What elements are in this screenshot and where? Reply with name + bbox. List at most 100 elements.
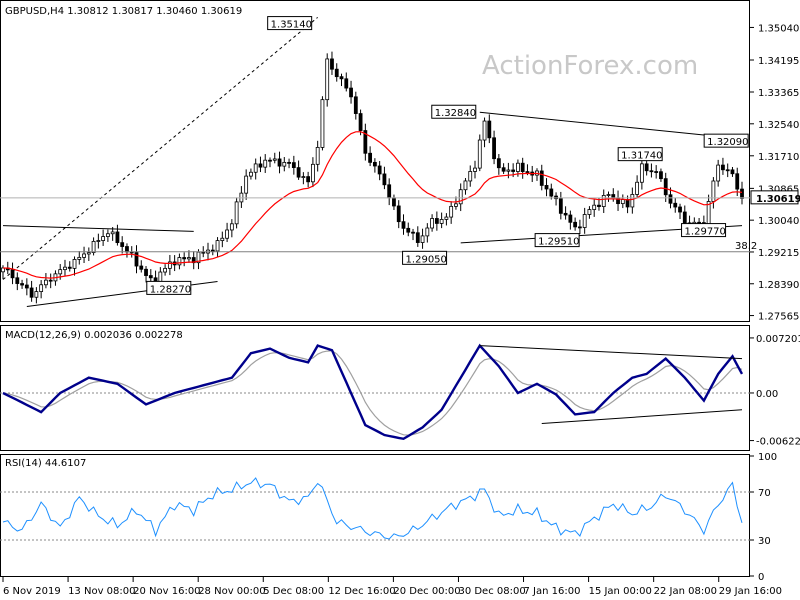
candle-body	[125, 246, 129, 253]
candle-body	[86, 252, 91, 255]
candle-body	[601, 195, 606, 207]
candle-body	[501, 167, 506, 172]
candle-body	[244, 175, 249, 194]
candle-body	[101, 236, 106, 241]
candle-body	[320, 99, 325, 148]
candle-body	[415, 232, 420, 243]
candle-body	[34, 291, 39, 298]
candle-body	[611, 194, 616, 199]
candle-body	[24, 284, 29, 289]
candle-body	[325, 58, 330, 101]
candle-body	[573, 221, 578, 228]
price-axis-label: 1.30040	[758, 216, 799, 227]
candle-body	[568, 214, 573, 223]
candle-body	[582, 214, 587, 228]
macd-line	[2, 343, 744, 441]
candle-body	[639, 163, 644, 183]
candle-body	[48, 279, 53, 282]
macd-trend-line	[541, 409, 743, 425]
candle-body	[439, 219, 444, 224]
candle-body	[282, 161, 287, 167]
candle-body	[158, 271, 163, 282]
x-axis-label: 30 Dec 08:00	[458, 586, 525, 597]
rsi-line	[2, 477, 743, 540]
x-axis-label: 5 Dec 08:00	[263, 586, 324, 597]
price-axis-label: 1.29215	[758, 248, 799, 259]
candle-body	[110, 231, 115, 235]
candle-body	[287, 161, 291, 164]
candle-body	[454, 203, 458, 207]
candle-body	[382, 173, 387, 186]
candle-body	[482, 120, 487, 141]
macd-signal-line	[2, 350, 743, 436]
candle-body	[487, 120, 492, 139]
candle-body	[215, 240, 220, 252]
candle-body	[263, 159, 268, 168]
fib-label: 38.2	[735, 241, 757, 252]
candle-body	[187, 257, 191, 260]
rsi-axis-label: 0	[758, 572, 764, 583]
candle-body	[39, 284, 44, 292]
candle-body	[496, 158, 501, 169]
candle-body	[721, 164, 725, 171]
candle-body	[516, 162, 520, 172]
x-axis-label: 20 Dec 00:00	[393, 586, 460, 597]
candle-body	[468, 171, 473, 182]
macd-axis-label: 0.00	[756, 389, 778, 400]
candle-body	[339, 76, 344, 80]
price-annotation-box	[431, 104, 477, 119]
candle-body	[401, 221, 406, 229]
candle-body	[134, 252, 139, 267]
price-annotation-box	[703, 133, 749, 148]
price-annotation-box	[402, 250, 448, 265]
candle-body	[91, 240, 96, 254]
candle-body	[544, 185, 549, 190]
candle-body	[148, 275, 153, 279]
candle-body	[434, 218, 439, 224]
ema-line	[2, 131, 743, 279]
candle-body	[620, 199, 625, 205]
candle-body	[740, 188, 744, 199]
candle-body	[396, 205, 401, 223]
rsi-series	[0, 477, 750, 541]
x-axis-label: 20 Nov 16:00	[133, 586, 200, 597]
candle-body	[229, 223, 234, 231]
candle-body	[606, 194, 611, 196]
price-axis-label: 1.27565	[758, 312, 799, 323]
price-axis-label: 1.28390	[758, 280, 799, 291]
candle-body	[587, 209, 592, 215]
candle-body	[444, 216, 449, 220]
x-axis-label: 6 Nov 2019	[3, 586, 61, 597]
candle-body	[673, 202, 678, 208]
price-axis-label: 1.34195	[758, 56, 799, 67]
candle-body	[511, 169, 516, 172]
price-annotation-box	[617, 147, 663, 162]
candle-body	[82, 253, 86, 258]
rsi-panel-frame	[0, 454, 750, 577]
price-annotation-label: 1.29770	[685, 227, 726, 238]
candle-body	[72, 259, 77, 269]
trend-line	[2, 225, 194, 232]
candle-body	[663, 178, 668, 196]
candle-body	[363, 130, 368, 154]
candle-body	[430, 218, 434, 229]
candle-body	[625, 199, 630, 208]
candle-body	[730, 169, 735, 175]
price-annotation-label: 1.35140	[271, 20, 312, 31]
candle-body	[372, 161, 377, 167]
candle-body	[44, 279, 48, 286]
candle-body	[682, 211, 687, 224]
x-axis-label: 7 Jan 16:00	[524, 586, 581, 597]
candle-body	[225, 229, 229, 239]
macd-axis-label: -0.006229	[756, 437, 800, 448]
candle-body	[577, 226, 582, 229]
x-axis-label: 12 Dec 16:00	[328, 586, 395, 597]
candle-body	[549, 188, 554, 197]
candle-body	[234, 201, 239, 225]
trend-line	[479, 111, 743, 140]
candle-body	[296, 167, 301, 178]
macd-title: MACD(12,26,9) 0.002036 0.002278	[5, 330, 183, 341]
candle-body	[120, 242, 125, 247]
price-annotation-label: 1.31740	[621, 151, 662, 162]
candle-body	[210, 249, 215, 252]
